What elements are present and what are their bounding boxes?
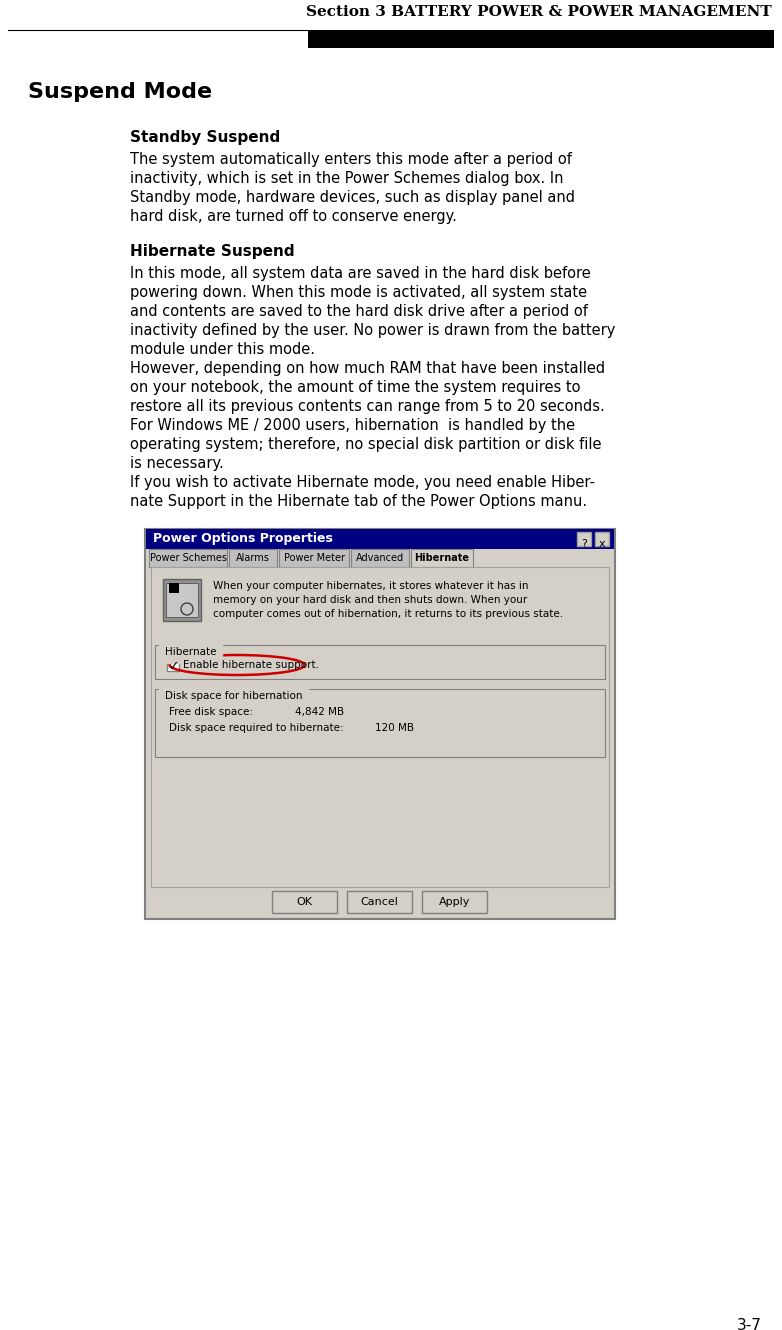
Text: powering down. When this mode is activated, all system state: powering down. When this mode is activat…	[130, 285, 587, 301]
Text: Power Meter: Power Meter	[284, 553, 345, 563]
Text: hard disk, are turned off to conserve energy.: hard disk, are turned off to conserve en…	[130, 209, 457, 223]
Text: Section 3 BATTERY POWER & POWER MANAGEMENT: Section 3 BATTERY POWER & POWER MANAGEME…	[307, 5, 772, 19]
Bar	[577, 532, 591, 547]
Text: For Windows ME / 2000 users, hibernation  is handled by the: For Windows ME / 2000 users, hibernation…	[130, 418, 575, 434]
Bar	[166, 583, 198, 617]
Text: Standby mode, hardware devices, such as display panel and: Standby mode, hardware devices, such as …	[130, 190, 575, 205]
Bar	[595, 532, 609, 547]
Text: Hibernate: Hibernate	[165, 646, 217, 657]
Bar	[229, 549, 277, 567]
Bar	[351, 549, 409, 567]
Text: inactivity, which is set in the Power Schemes dialog box. In: inactivity, which is set in the Power Sc…	[130, 172, 564, 186]
Bar	[146, 529, 614, 549]
Bar	[308, 31, 774, 48]
Text: inactivity defined by the user. No power is drawn from the battery: inactivity defined by the user. No power…	[130, 323, 615, 338]
Text: Enable hibernate support.: Enable hibernate support.	[183, 660, 319, 670]
Bar	[163, 579, 201, 621]
Text: Hibernate Suspend: Hibernate Suspend	[130, 243, 295, 259]
Text: Suspend Mode: Suspend Mode	[28, 82, 212, 102]
Text: Disk space required to hibernate:: Disk space required to hibernate:	[169, 724, 343, 733]
Text: operating system; therefore, no special disk partition or disk file: operating system; therefore, no special …	[130, 438, 601, 452]
Text: Standby Suspend: Standby Suspend	[130, 130, 280, 145]
Text: The system automatically enters this mode after a period of: The system automatically enters this mod…	[130, 152, 572, 168]
Bar	[155, 645, 605, 680]
Text: When your computer hibernates, it stores whatever it has in: When your computer hibernates, it stores…	[213, 581, 529, 591]
Text: 120 MB: 120 MB	[375, 724, 414, 733]
Text: Power Schemes: Power Schemes	[149, 553, 227, 563]
Text: computer comes out of hibernation, it returns to its previous state.: computer comes out of hibernation, it re…	[213, 609, 563, 618]
Text: 4,842 MB: 4,842 MB	[295, 708, 344, 717]
Bar	[155, 689, 605, 757]
Text: restore all its previous contents can range from 5 to 20 seconds.: restore all its previous contents can ra…	[130, 399, 604, 414]
Bar	[151, 567, 609, 887]
Bar	[347, 891, 412, 912]
Bar	[149, 549, 227, 567]
Text: ✓: ✓	[168, 660, 178, 673]
Text: Free disk space:: Free disk space:	[169, 708, 253, 717]
Text: module under this mode.: module under this mode.	[130, 342, 315, 356]
Bar	[411, 549, 473, 567]
Text: However, depending on how much RAM that have been installed: However, depending on how much RAM that …	[130, 360, 605, 376]
Bar	[167, 658, 179, 672]
Text: OK: OK	[296, 896, 313, 907]
Text: and contents are saved to the hard disk drive after a period of: and contents are saved to the hard disk …	[130, 305, 588, 319]
Bar	[272, 891, 337, 912]
Bar	[422, 891, 487, 912]
Bar	[169, 583, 179, 593]
Bar	[279, 549, 349, 567]
Text: Hibernate: Hibernate	[414, 553, 469, 563]
Text: Power Options Properties: Power Options Properties	[153, 532, 333, 545]
Text: 3-7: 3-7	[737, 1318, 762, 1330]
Text: Cancel: Cancel	[361, 896, 399, 907]
Text: ?: ?	[581, 539, 587, 549]
Text: Apply: Apply	[439, 896, 470, 907]
Text: Alarms: Alarms	[236, 553, 270, 563]
Text: x: x	[599, 539, 605, 549]
Text: In this mode, all system data are saved in the hard disk before: In this mode, all system data are saved …	[130, 266, 590, 281]
Text: Disk space for hibernation: Disk space for hibernation	[165, 692, 303, 701]
Bar	[145, 529, 615, 919]
Text: Advanced: Advanced	[356, 553, 404, 563]
Text: nate Support in the Hibernate tab of the Power Options manu.: nate Support in the Hibernate tab of the…	[130, 493, 587, 509]
Text: If you wish to activate Hibernate mode, you need enable Hiber-: If you wish to activate Hibernate mode, …	[130, 475, 595, 489]
Text: is necessary.: is necessary.	[130, 456, 224, 471]
Text: memory on your hard disk and then shuts down. When your: memory on your hard disk and then shuts …	[213, 595, 527, 605]
Text: on your notebook, the amount of time the system requires to: on your notebook, the amount of time the…	[130, 380, 580, 395]
